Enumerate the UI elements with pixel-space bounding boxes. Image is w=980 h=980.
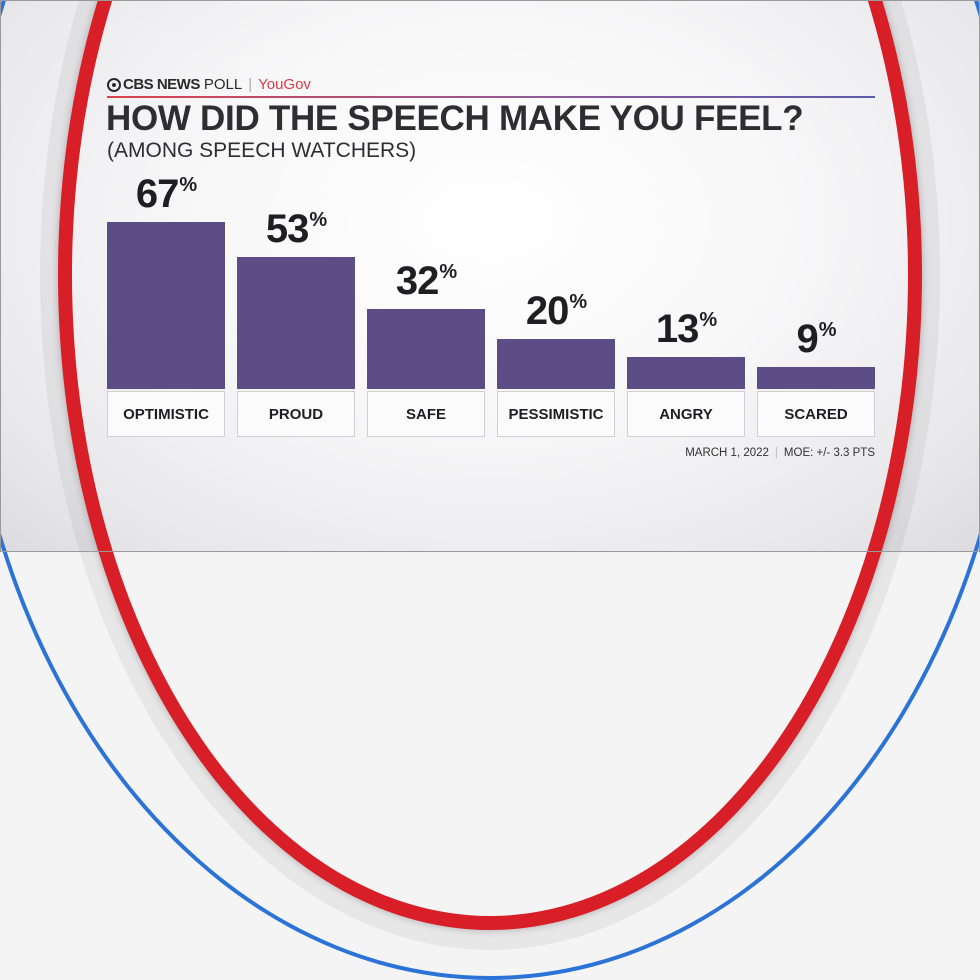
bar-pessimistic xyxy=(497,339,615,389)
category-label: SAFE xyxy=(367,391,485,437)
header-rule xyxy=(107,96,875,98)
category-label: PESSIMISTIC xyxy=(497,391,615,437)
percent-sign: % xyxy=(309,209,327,231)
value-number: 67 xyxy=(135,172,179,216)
bar-angry xyxy=(627,357,745,389)
bar-proud xyxy=(237,257,355,389)
cbs-eye-icon xyxy=(107,77,121,92)
poll-date: MARCH 1, 2022 xyxy=(685,447,769,459)
value-label: 20% xyxy=(497,289,615,334)
partner-name: YouGov xyxy=(258,76,311,93)
bar-optimistic xyxy=(107,222,225,389)
category-label: ANGRY xyxy=(627,391,745,437)
category-label: SCARED xyxy=(757,391,875,437)
chart-title: HOW DID THE SPEECH MAKE YOU FEEL? xyxy=(106,99,804,138)
percent-sign: % xyxy=(569,291,587,313)
brand-name: CBS NEWS xyxy=(123,76,200,93)
brand-separator: | xyxy=(248,76,253,93)
category-label: OPTIMISTIC xyxy=(107,391,225,437)
percent-sign: % xyxy=(179,174,197,196)
value-label: 13% xyxy=(627,307,745,352)
value-number: 32 xyxy=(395,259,439,303)
category-label: PROUD xyxy=(237,391,355,437)
chart-footer: MARCH 1, 2022 | MOE: +/- 3.3 PTS xyxy=(685,447,875,459)
poll-branding: CBS NEWS POLL | YouGov xyxy=(107,76,311,93)
value-number: 13 xyxy=(655,307,699,351)
margin-of-error: MOE: +/- 3.3 PTS xyxy=(783,447,875,459)
value-number: 20 xyxy=(525,289,569,333)
percent-sign: % xyxy=(699,309,717,331)
percent-sign: % xyxy=(439,261,457,283)
value-label: 53% xyxy=(237,207,355,252)
footer-separator: | xyxy=(774,447,778,459)
value-label: 32% xyxy=(367,259,485,304)
brand-suffix: POLL xyxy=(203,76,243,93)
chart-subtitle: (AMONG SPEECH WATCHERS) xyxy=(107,139,417,162)
value-number: 53 xyxy=(265,207,309,251)
bar-safe xyxy=(367,309,485,389)
bar-scared xyxy=(757,367,875,389)
percent-sign: % xyxy=(818,319,837,341)
value-label: 9% xyxy=(757,317,875,362)
value-label: 67% xyxy=(107,172,225,217)
value-number: 9 xyxy=(796,317,818,361)
